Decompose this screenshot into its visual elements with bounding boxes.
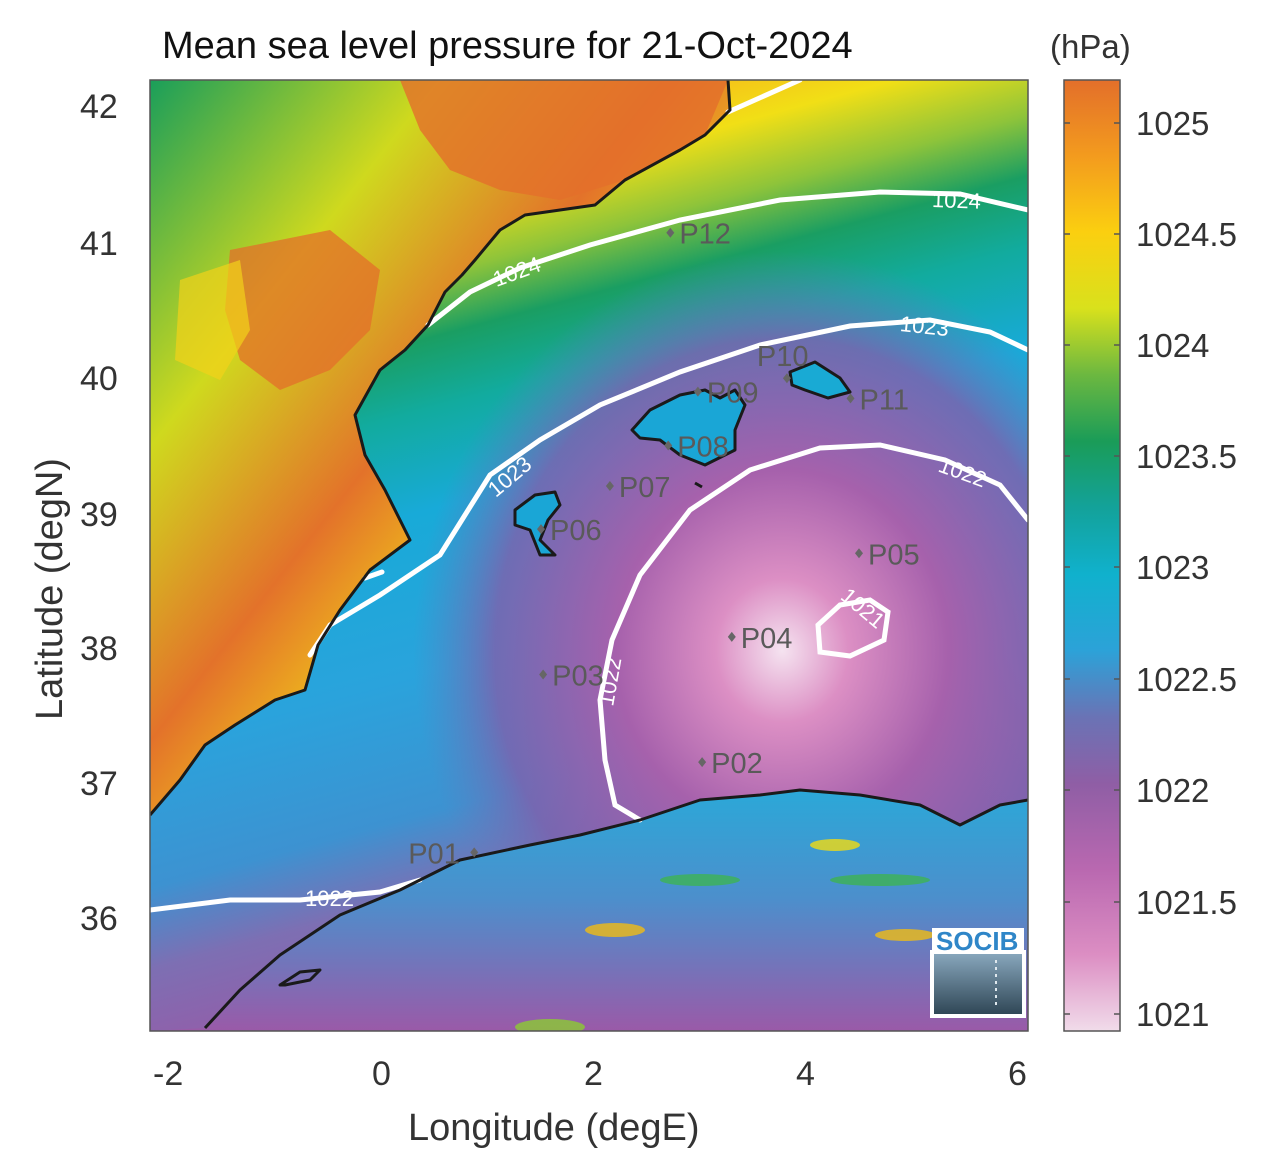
colorbar-tick-label: 1023.5 [1136, 438, 1237, 475]
y-tick-label: 40 [80, 360, 118, 398]
menorca-coastline [788, 360, 852, 400]
station-marker [539, 669, 548, 680]
station-marker [698, 757, 707, 768]
colorbar-tick-label: 1022.5 [1136, 661, 1237, 698]
station-marker [537, 524, 545, 535]
x-tick-label: 0 [372, 1055, 391, 1093]
iberia-upland-yellow [175, 260, 250, 380]
colorbar-tick-label: 1025 [1136, 105, 1209, 142]
alboran-island [278, 968, 322, 987]
x-tick-label: 2 [584, 1055, 603, 1093]
station-marker [727, 631, 736, 642]
africa-highlands [515, 839, 935, 1031]
y-tick-label: 42 [80, 88, 118, 126]
station-label: P06 [550, 515, 602, 547]
x-tick-label: -2 [153, 1055, 183, 1093]
station-marker [693, 386, 702, 397]
iberia-highlands [400, 80, 728, 200]
africa-land [150, 790, 1028, 1031]
y-tick-label: 37 [80, 765, 118, 803]
coastlines [150, 80, 1028, 1030]
station-marker [605, 480, 614, 491]
ibiza-coastline [513, 490, 562, 557]
x-axis: -2 0 2 4 6 Longitude (degE) [153, 1055, 1027, 1149]
isobar-1023 [307, 317, 1028, 658]
colorbar-tick-label: 1021 [1136, 996, 1209, 1033]
map-frame [149, 79, 1029, 1032]
colorbar-tick-label: 1022 [1136, 772, 1209, 809]
station-marker [666, 227, 675, 238]
station-label: P03 [552, 661, 604, 693]
isobar-1022-west [150, 877, 423, 913]
isobar-1022-east [597, 442, 1028, 823]
station-label: P10 [757, 341, 809, 373]
socib-logo: SOCIB [930, 926, 1026, 1018]
contour-label-1022-west: 1022 [305, 886, 354, 911]
station-label: P12 [679, 219, 731, 251]
colorbar-tick-label: 1024.5 [1136, 216, 1237, 253]
iberia-plateau [225, 230, 380, 390]
colorbar-tick-label: 1024 [1136, 327, 1209, 364]
station-label: P09 [707, 378, 759, 410]
isobar-1024 [425, 189, 1028, 328]
station-label: P02 [711, 748, 763, 780]
y-tick-label: 36 [80, 900, 118, 938]
station-label: P04 [741, 623, 793, 655]
station-label: P01 [408, 838, 460, 870]
x-tick-label: 4 [796, 1055, 815, 1093]
station-marker [855, 548, 863, 559]
colorbar-gradient-bar [1063, 79, 1121, 1032]
x-axis-label: Longitude (degE) [408, 1107, 700, 1149]
socib-logo-text: SOCIB [936, 926, 1018, 956]
isobar-1021 [815, 597, 891, 659]
station-marker [846, 393, 855, 404]
station-label: P07 [619, 472, 671, 504]
iberia-coastline [150, 80, 732, 816]
cabrera-island [694, 481, 703, 489]
isobar-1024-north [725, 80, 803, 115]
y-tick-label: 39 [80, 496, 118, 534]
colorbar-unit-label: (hPa) [1050, 28, 1131, 65]
africa-coastline [203, 788, 1028, 1030]
y-axis: 36 37 38 39 40 41 42 Latitude (degN) [29, 88, 118, 938]
station-label: P08 [677, 432, 729, 464]
station-marker [782, 373, 791, 384]
station-marker [664, 440, 673, 451]
colorbar-ticks [1064, 122, 1120, 1015]
map-title: Mean sea level pressure for 21-Oct-2024 [162, 25, 853, 67]
colorbar-tick-label: 1021.5 [1136, 884, 1237, 921]
x-tick-label: 6 [1008, 1055, 1027, 1093]
y-axis-label: Latitude (degN) [29, 458, 71, 720]
station-label: P05 [868, 539, 920, 571]
colorbar-tick-label: 1023 [1136, 549, 1209, 586]
y-tick-label: 38 [80, 630, 118, 668]
contour-label-1024-east: 1024 [932, 187, 982, 214]
isobar-1023-stub [362, 569, 385, 581]
y-tick-label: 41 [80, 225, 118, 263]
mallorca-coastline [630, 388, 747, 467]
contour-label-1023-east: 1023 [899, 311, 950, 341]
station-marker [470, 847, 479, 858]
colorbar: 1021 1021.5 1022 1022.5 1023 1023.5 1024… [1063, 79, 1237, 1033]
map-plot-area: 1024 1024 1023 1023 1022 1022 1022 1021 … [150, 80, 1028, 1031]
isobar-contours [150, 80, 1028, 913]
station-label: P11 [860, 384, 909, 416]
